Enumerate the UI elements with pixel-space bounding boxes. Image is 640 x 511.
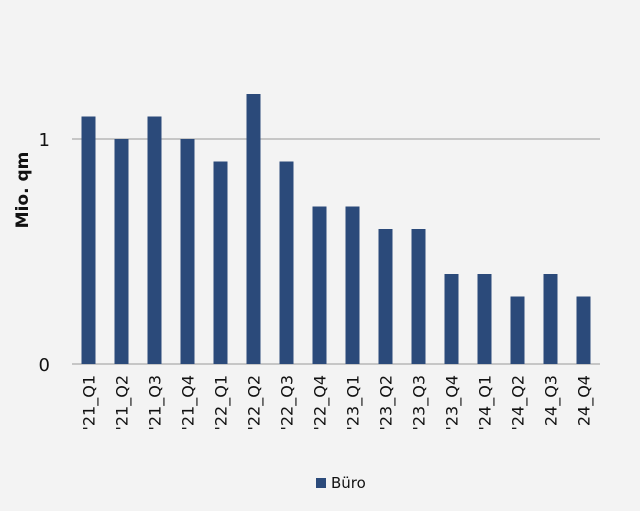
bar [279,161,294,364]
bar [180,139,195,364]
x-tick-label: '21_Q3 [146,375,166,431]
bar [147,116,162,364]
x-tick-label: '23_Q2 [377,375,397,431]
bar [345,206,360,364]
bar [543,274,558,364]
x-tick-label: '22_Q2 [245,375,265,431]
x-tick-label: '21_Q1 [80,375,100,431]
y-tick-label: 1 [39,130,50,151]
legend: Büro [316,474,366,492]
x-tick-label: 24_Q4 [575,375,595,426]
x-tick-label: '22_Q1 [212,375,232,431]
y-tick-label: 0 [39,355,50,376]
bar [246,94,261,364]
bar [576,296,591,364]
y-axis-label: Mio. qm [13,152,33,229]
x-tick-label: '21_Q4 [179,375,199,431]
x-tick-label: '21_Q2 [113,375,133,431]
bar [114,139,129,364]
bar [444,274,459,364]
x-tick-label: '24_Q1 [476,375,496,431]
bar [81,116,96,364]
bar [477,274,492,364]
x-tick-label: '23_Q1 [344,375,364,431]
bar [510,296,525,364]
x-tick-label: '23_Q4 [443,375,463,431]
bar [411,229,426,364]
x-tick-label: '22_Q3 [278,375,298,431]
bar [213,161,228,364]
x-tick-label: '23_Q3 [410,375,430,431]
x-tick-label: '24_Q2 [509,375,529,431]
legend-swatch [316,478,326,488]
x-tick-label: '22_Q4 [311,375,331,431]
bar [312,206,327,364]
x-tick-label: 24_Q3 [542,375,562,426]
bar [378,229,393,364]
legend-label: Büro [331,474,366,492]
